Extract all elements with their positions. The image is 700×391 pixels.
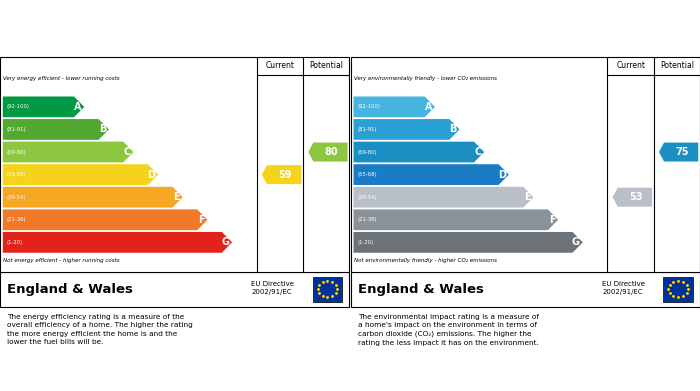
Text: G: G <box>572 237 580 248</box>
Text: F: F <box>198 215 204 225</box>
Text: Potential: Potential <box>309 61 343 70</box>
Text: Very environmentally friendly - lower CO₂ emissions: Very environmentally friendly - lower CO… <box>354 76 497 81</box>
Polygon shape <box>354 142 484 162</box>
Text: (21-38): (21-38) <box>7 217 27 222</box>
Polygon shape <box>3 232 232 253</box>
Text: (39-54): (39-54) <box>7 195 27 200</box>
Text: B: B <box>99 124 106 135</box>
Text: D: D <box>148 170 155 179</box>
Text: B: B <box>449 124 457 135</box>
Text: 59: 59 <box>279 170 292 179</box>
Text: Not energy efficient - higher running costs: Not energy efficient - higher running co… <box>4 258 120 263</box>
Polygon shape <box>3 164 158 185</box>
Polygon shape <box>3 209 207 230</box>
FancyBboxPatch shape <box>0 272 349 307</box>
Text: England & Wales: England & Wales <box>358 283 484 296</box>
Text: The environmental impact rating is a measure of
a home's impact on the environme: The environmental impact rating is a mea… <box>358 314 539 346</box>
Text: (81-91): (81-91) <box>358 127 377 132</box>
Polygon shape <box>354 164 509 185</box>
Text: F: F <box>549 215 555 225</box>
Text: (55-68): (55-68) <box>358 172 377 177</box>
Polygon shape <box>659 143 699 161</box>
Text: C: C <box>123 147 131 157</box>
Text: England & Wales: England & Wales <box>7 283 133 296</box>
Text: (39-54): (39-54) <box>358 195 377 200</box>
FancyBboxPatch shape <box>351 272 700 307</box>
Text: E: E <box>174 192 180 202</box>
Polygon shape <box>354 209 558 230</box>
Text: Not environmentally friendly - higher CO₂ emissions: Not environmentally friendly - higher CO… <box>354 258 497 263</box>
Polygon shape <box>354 119 460 140</box>
Text: (21-38): (21-38) <box>358 217 377 222</box>
Text: Current: Current <box>265 61 295 70</box>
Bar <box>664 277 693 302</box>
Polygon shape <box>354 97 435 117</box>
Polygon shape <box>612 188 652 207</box>
Text: (69-80): (69-80) <box>7 149 27 154</box>
Text: Environmental Impact (CO₂) Rating: Environmental Impact (CO₂) Rating <box>359 22 592 35</box>
Text: Very energy efficient - lower running costs: Very energy efficient - lower running co… <box>4 76 120 81</box>
Polygon shape <box>354 187 533 208</box>
Text: 53: 53 <box>629 192 643 202</box>
Polygon shape <box>3 97 84 117</box>
Text: (1-20): (1-20) <box>358 240 374 245</box>
Bar <box>313 277 342 302</box>
Text: The energy efficiency rating is a measure of the
overall efficiency of a home. T: The energy efficiency rating is a measur… <box>7 314 192 345</box>
Text: Current: Current <box>616 61 645 70</box>
Text: A: A <box>425 102 432 112</box>
Text: (92-100): (92-100) <box>358 104 381 109</box>
Text: 75: 75 <box>676 147 689 157</box>
Text: G: G <box>221 237 230 248</box>
Text: EU Directive
2002/91/EC: EU Directive 2002/91/EC <box>602 281 645 294</box>
Text: (1-20): (1-20) <box>7 240 23 245</box>
Text: Potential: Potential <box>660 61 694 70</box>
Polygon shape <box>262 165 302 184</box>
Text: 80: 80 <box>325 147 338 157</box>
Polygon shape <box>3 142 134 162</box>
Text: (92-100): (92-100) <box>7 104 30 109</box>
Polygon shape <box>3 187 183 208</box>
Text: (81-91): (81-91) <box>7 127 27 132</box>
Text: EU Directive
2002/91/EC: EU Directive 2002/91/EC <box>251 281 295 294</box>
Text: D: D <box>498 170 506 179</box>
Polygon shape <box>354 232 583 253</box>
Text: A: A <box>74 102 81 112</box>
Text: Energy Efficiency Rating: Energy Efficiency Rating <box>8 22 172 35</box>
Polygon shape <box>308 143 348 161</box>
Polygon shape <box>3 119 109 140</box>
Text: E: E <box>524 192 531 202</box>
Text: (69-80): (69-80) <box>358 149 377 154</box>
Text: (55-68): (55-68) <box>7 172 27 177</box>
Text: C: C <box>474 147 482 157</box>
